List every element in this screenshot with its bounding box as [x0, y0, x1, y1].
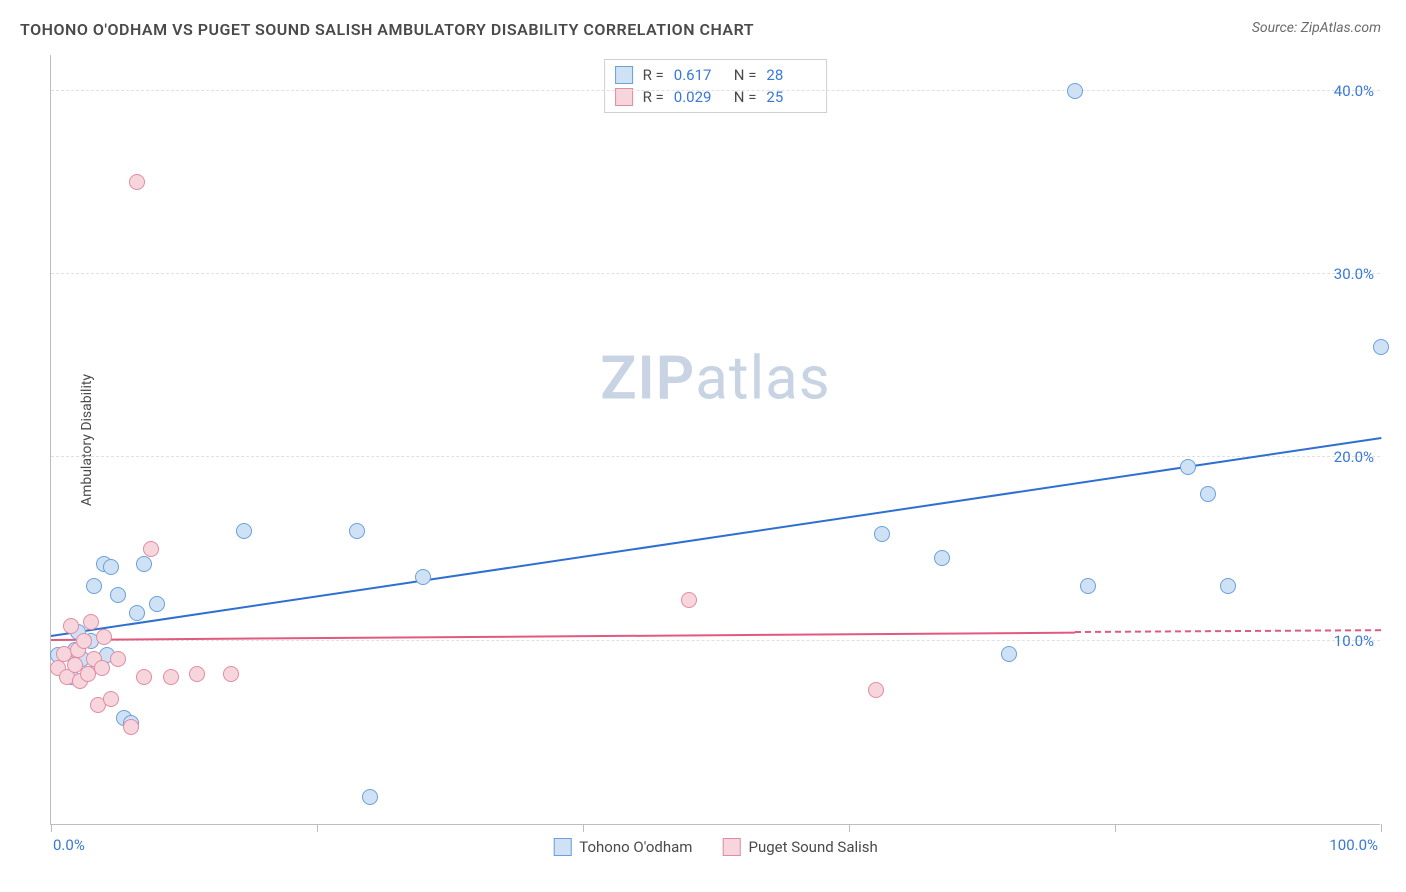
data-point: [868, 682, 884, 698]
y-tick-label: 40.0%: [1326, 82, 1374, 100]
data-point: [415, 569, 431, 585]
data-point: [349, 523, 365, 539]
data-point: [1220, 578, 1236, 594]
x-axis-max-label: 100.0%: [1329, 836, 1378, 854]
x-tick: [849, 824, 850, 832]
data-point: [1200, 486, 1216, 502]
gridline: [51, 90, 1380, 91]
data-point: [123, 719, 139, 735]
x-axis-min-label: 0.0%: [53, 836, 85, 854]
data-point: [103, 559, 119, 575]
data-point: [681, 592, 697, 608]
gridline: [51, 640, 1380, 641]
data-point: [223, 666, 239, 682]
n-label: N =: [734, 88, 757, 106]
r-label: R =: [643, 66, 664, 84]
data-point: [110, 651, 126, 667]
data-point: [1001, 646, 1017, 662]
legend-stats: R = 0.617 N = 28 R = 0.029 N = 25: [604, 59, 828, 113]
r-value: 0.617: [674, 66, 724, 84]
plot-area: ZIPatlas Ambulatory Disability R = 0.617…: [50, 55, 1380, 825]
chart-container: TOHONO O'ODHAM VS PUGET SOUND SALISH AMB…: [0, 0, 1406, 892]
source-attribution: Source: ZipAtlas.com: [1252, 20, 1381, 36]
x-tick: [1381, 824, 1382, 832]
x-tick: [51, 824, 52, 832]
data-point: [143, 541, 159, 557]
y-tick-label: 10.0%: [1326, 632, 1374, 650]
data-point: [136, 556, 152, 572]
x-tick: [583, 824, 584, 832]
data-point: [1373, 339, 1389, 355]
watermark-rest: atlas: [695, 342, 830, 413]
data-point: [96, 629, 112, 645]
gridline: [51, 456, 1380, 457]
legend-label: Tohono O'odham: [579, 838, 692, 856]
data-point: [934, 550, 950, 566]
legend-stats-row: R = 0.617 N = 28: [615, 64, 817, 86]
y-tick-label: 30.0%: [1326, 265, 1374, 283]
legend-swatch-series-0: [615, 66, 633, 84]
data-point: [110, 587, 126, 603]
data-point: [236, 523, 252, 539]
watermark-bold: ZIP: [600, 342, 695, 413]
data-point: [136, 669, 152, 685]
data-point: [362, 789, 378, 805]
data-point: [129, 174, 145, 190]
r-label: R =: [643, 88, 664, 106]
data-point: [76, 633, 92, 649]
gridline: [51, 273, 1380, 274]
data-point: [1180, 459, 1196, 475]
x-tick: [317, 824, 318, 832]
data-point: [1067, 83, 1083, 99]
n-label: N =: [734, 66, 757, 84]
legend-swatch-series-0: [553, 838, 571, 856]
legend-item: Puget Sound Salish: [722, 838, 877, 856]
legend-swatch-series-1: [615, 88, 633, 106]
data-point: [86, 578, 102, 594]
data-point: [63, 618, 79, 634]
data-point: [83, 614, 99, 630]
n-value: 28: [766, 66, 816, 84]
watermark: ZIPatlas: [600, 342, 831, 413]
data-point: [103, 691, 119, 707]
data-point: [163, 669, 179, 685]
chart-title: TOHONO O'ODHAM VS PUGET SOUND SALISH AMB…: [20, 20, 754, 39]
data-point: [149, 596, 165, 612]
legend-swatch-series-1: [722, 838, 740, 856]
legend-series: Tohono O'odham Puget Sound Salish: [553, 838, 878, 856]
y-axis-title: Ambulatory Disability: [79, 373, 95, 505]
data-point: [1080, 578, 1096, 594]
legend-item: Tohono O'odham: [553, 838, 692, 856]
data-point: [189, 666, 205, 682]
y-tick-label: 20.0%: [1326, 448, 1374, 466]
data-point: [874, 526, 890, 542]
n-value: 25: [766, 88, 816, 106]
x-tick: [1115, 824, 1116, 832]
r-value: 0.029: [674, 88, 724, 106]
legend-label: Puget Sound Salish: [748, 838, 877, 856]
data-point: [129, 605, 145, 621]
data-point: [94, 660, 110, 676]
